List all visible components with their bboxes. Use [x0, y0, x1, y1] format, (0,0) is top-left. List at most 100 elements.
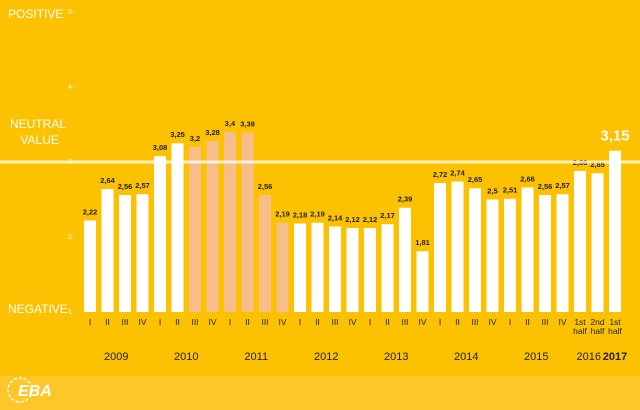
value-label: 2,51: [503, 186, 518, 195]
bar: [451, 181, 464, 312]
value-label: 2,66: [520, 174, 535, 183]
bar: [416, 251, 429, 312]
value-label: 2,64: [100, 176, 115, 185]
bar: [364, 228, 376, 312]
value-label: 2,19: [275, 210, 290, 219]
logo-ring: [7, 377, 33, 403]
year-label: 2009: [104, 351, 129, 363]
value-label: 3,15: [600, 128, 629, 145]
x-tick-label: I: [508, 317, 512, 327]
value-label: 2,19: [310, 210, 325, 219]
x-tick-label: II: [455, 317, 460, 327]
bar: [609, 150, 621, 312]
bar: [84, 220, 96, 312]
x-tick-label: II: [245, 317, 250, 327]
bar: [276, 222, 289, 312]
x-tick-label: 1st half: [608, 317, 622, 336]
value-label: 2,5: [487, 186, 497, 195]
bar: [189, 147, 201, 312]
value-label: 2,85: [590, 160, 605, 169]
value-label: 2,17: [380, 211, 395, 220]
bar: [224, 132, 236, 312]
neutral-label: NEUTRAL VALUE: [10, 117, 66, 147]
bar: [154, 156, 166, 312]
x-tick-label: II: [105, 317, 110, 327]
x-tick-label: III: [121, 317, 129, 327]
bar: [119, 195, 131, 312]
bar: [206, 141, 219, 312]
value-label: 2,65: [468, 175, 483, 184]
value-label: 3,28: [205, 128, 220, 137]
x-tick-label: I: [368, 317, 372, 327]
x-tick-label: III: [471, 317, 479, 327]
bar: [591, 173, 604, 312]
bar: [136, 194, 149, 312]
year-label: 2017: [602, 351, 628, 363]
bar: [556, 194, 569, 312]
x-tick-label: IV: [348, 317, 357, 327]
year-label: 2013: [384, 351, 409, 363]
y-tick-label: 2: [68, 234, 72, 241]
bar: [259, 195, 271, 312]
year-label: 2010: [174, 351, 199, 363]
y-tick-label: 1: [68, 309, 72, 316]
bar: [346, 228, 359, 312]
bar: [469, 188, 481, 312]
bar: [241, 132, 254, 312]
x-tick-label: III: [331, 317, 339, 327]
year-label: 2014: [454, 351, 479, 363]
bar: [539, 195, 551, 312]
x-tick-label: I: [228, 317, 232, 327]
year-label: 2015: [524, 351, 549, 363]
x-tick-label: II: [525, 317, 530, 327]
value-label: 2,39: [398, 195, 413, 204]
x-tick-label: IV: [418, 317, 427, 327]
value-label: 3,39: [240, 120, 255, 129]
bar: [574, 171, 586, 312]
x-tick-label: IV: [138, 317, 147, 327]
value-label: 1,81: [415, 238, 430, 247]
x-tick-label: II: [315, 317, 320, 327]
y-tick-label: 4: [68, 84, 72, 91]
x-tick-label: IV: [488, 317, 497, 327]
bar: [381, 224, 394, 312]
x-tick-label: IV: [558, 317, 567, 327]
value-label: 2,56: [258, 182, 273, 191]
bar: [504, 198, 516, 312]
x-tick-label: I: [298, 317, 302, 327]
x-tick-label: IV: [208, 317, 217, 327]
value-label: 3,4: [225, 119, 236, 128]
x-tick-label: III: [401, 317, 409, 327]
value-label: 3,08: [153, 143, 168, 152]
x-tick-label: IV: [278, 317, 287, 327]
bar: [399, 207, 411, 312]
value-label: 3,2: [190, 134, 200, 143]
logo: EBA: [18, 383, 52, 400]
value-label: 2,56: [118, 182, 133, 191]
value-label: 2,56: [538, 182, 553, 191]
value-label: 2,12: [345, 215, 360, 224]
value-label: 2,72: [433, 170, 448, 179]
bar: [171, 143, 184, 312]
y-tick-label: 5: [68, 9, 72, 16]
bottom-label: NEGATIVE: [8, 302, 68, 316]
x-tick-label: 1st half: [573, 317, 587, 336]
value-label: 2,74: [450, 168, 465, 177]
top-label: POSITIVE: [8, 7, 63, 21]
bar: [521, 187, 534, 312]
bar: [329, 226, 341, 312]
x-tick-label: 2nd half: [590, 317, 605, 336]
x-tick-label: II: [385, 317, 390, 327]
value-label: 2,14: [328, 213, 343, 222]
x-tick-label: I: [88, 317, 92, 327]
bar: [101, 189, 114, 312]
x-tick-label: II: [175, 317, 180, 327]
bar: [294, 223, 306, 312]
value-label: 2,18: [293, 210, 308, 219]
footer-band: [0, 376, 640, 410]
bar: [486, 199, 499, 312]
value-label: 2,12: [363, 215, 378, 224]
value-label: 2,57: [555, 181, 570, 190]
